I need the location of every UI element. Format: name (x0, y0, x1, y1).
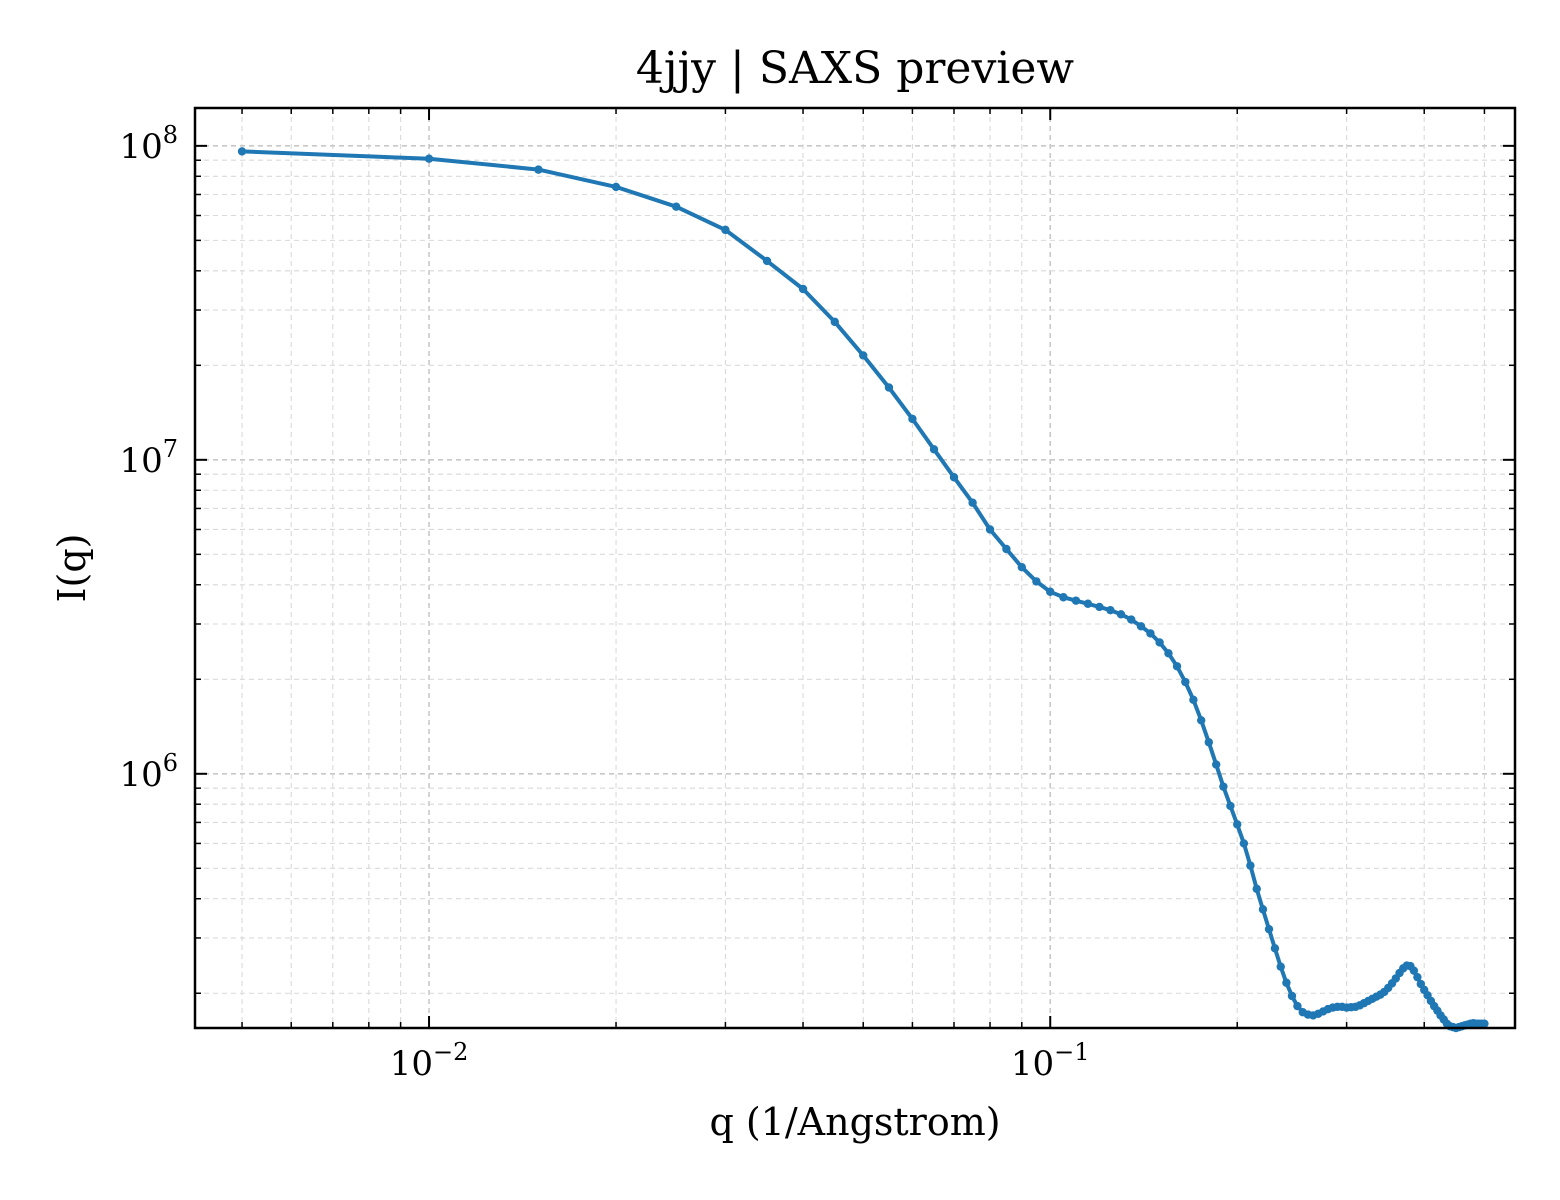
data-point (1293, 1001, 1302, 1011)
data-point (1409, 966, 1419, 975)
data-point (1059, 593, 1068, 602)
data-point (424, 154, 434, 163)
y-tick-label: 107 (119, 435, 178, 481)
axis-ticks: 10−2 10−1 106 107 108 (119, 108, 1515, 1084)
data-point (1197, 716, 1206, 725)
data-point (1270, 944, 1280, 953)
data-point (1226, 801, 1235, 811)
data-point (830, 317, 840, 327)
data-point (1276, 962, 1285, 971)
data-point (1181, 677, 1190, 687)
data-point (1136, 622, 1146, 631)
data-point (1002, 544, 1011, 554)
data-point (672, 202, 681, 211)
data-point (1017, 562, 1027, 572)
data-point (929, 445, 939, 454)
data-point (968, 498, 977, 507)
x-axis-label: q (1/Angstrom) (709, 1100, 1000, 1144)
data-point (1413, 972, 1422, 982)
data-point (237, 147, 247, 156)
data-point (1211, 760, 1221, 769)
x-tick-label: 10−2 (390, 1038, 469, 1084)
series-layer (237, 147, 1489, 1033)
data-point (1106, 605, 1115, 615)
data-point (908, 414, 917, 424)
data-point (1083, 599, 1093, 608)
data-point (1095, 602, 1104, 612)
plot-frame (193, 106, 1517, 1030)
data-point (1264, 924, 1274, 934)
y-tick-label: 108 (119, 121, 178, 167)
data-point (1172, 662, 1182, 671)
data-point (1239, 839, 1249, 848)
data-point (1480, 1019, 1489, 1028)
data-point (762, 256, 772, 266)
data-point (1046, 587, 1055, 596)
data-point (1032, 577, 1041, 586)
chart-title: 4jjy | SAXS preview (636, 43, 1075, 94)
data-point (1233, 820, 1242, 829)
data-point (1155, 638, 1164, 647)
data-point (949, 473, 959, 482)
data-point (1219, 782, 1228, 791)
data-point (1071, 596, 1081, 605)
data-point (611, 182, 621, 192)
data-point (1252, 884, 1261, 894)
data-point (1287, 991, 1297, 1001)
data-point (534, 165, 543, 174)
data-point (884, 383, 894, 392)
y-tick-label: 106 (119, 749, 178, 795)
grid (195, 108, 1515, 1028)
data-point (1116, 610, 1126, 619)
data-point (1204, 738, 1214, 747)
y-axis-label: I(q) (50, 534, 94, 603)
x-tick-label: 10−1 (1011, 1038, 1090, 1084)
data-point (1146, 629, 1155, 638)
data-point (1164, 649, 1173, 658)
data-point (1282, 978, 1291, 987)
data-point (798, 284, 808, 294)
data-point (1246, 861, 1255, 870)
data-point (1189, 695, 1198, 705)
data-point (985, 525, 995, 534)
data-point (1126, 615, 1136, 624)
data-point (1258, 905, 1268, 914)
data-point (721, 225, 730, 235)
data-point (859, 351, 868, 360)
